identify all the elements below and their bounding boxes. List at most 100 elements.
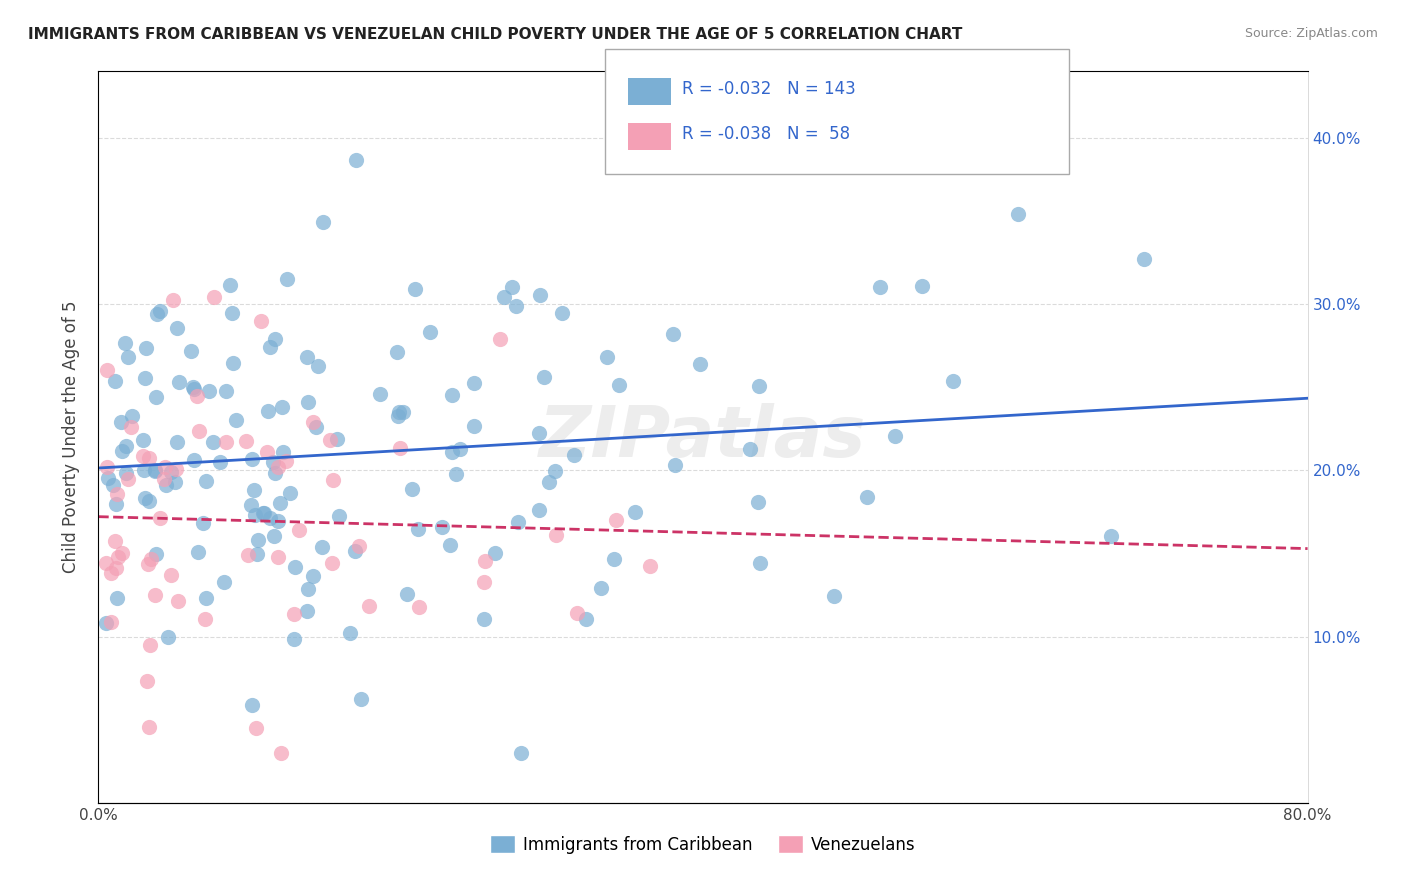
Point — [148, 510, 170, 524]
Point — [624, 505, 647, 519]
Point — [444, 467, 467, 482]
Point — [94, 556, 117, 570]
Point — [134, 491, 156, 505]
Point — [1099, 529, 1122, 543]
Point — [288, 524, 311, 538]
Point — [183, 382, 205, 396]
Text: R = -0.032   N = 143: R = -0.032 N = 143 — [682, 80, 856, 98]
Point — [326, 432, 349, 446]
Point — [104, 497, 127, 511]
Point — [328, 509, 350, 524]
Point — [368, 387, 391, 401]
Text: R = -0.038   N =  58: R = -0.038 N = 58 — [682, 125, 851, 143]
Point — [219, 277, 242, 292]
Point — [388, 405, 411, 419]
Point — [544, 464, 567, 478]
Point — [344, 543, 367, 558]
Point — [166, 321, 188, 335]
Point — [529, 502, 551, 516]
Point — [143, 464, 166, 478]
Point — [463, 376, 485, 390]
Point — [96, 460, 118, 475]
Point — [115, 466, 138, 480]
Point — [321, 556, 343, 570]
Point — [747, 495, 769, 509]
Point — [662, 326, 685, 341]
Point — [145, 391, 167, 405]
Point — [202, 290, 225, 304]
Point — [222, 356, 245, 370]
Point — [155, 478, 177, 492]
Point — [357, 599, 380, 614]
Point — [264, 332, 287, 346]
Point — [167, 375, 190, 389]
Point — [256, 404, 278, 418]
Point — [245, 508, 267, 523]
Point — [221, 305, 243, 319]
Point — [297, 582, 319, 597]
Point — [1133, 252, 1156, 267]
Point — [160, 465, 183, 479]
Point — [388, 441, 411, 455]
Point — [120, 420, 142, 434]
Point — [307, 359, 329, 374]
Point — [262, 455, 284, 469]
Point — [463, 419, 485, 434]
Point — [114, 335, 136, 350]
Point — [250, 314, 273, 328]
Point — [138, 493, 160, 508]
Point — [269, 496, 291, 510]
Point — [96, 363, 118, 377]
Point — [439, 538, 461, 552]
Point — [105, 487, 128, 501]
Point — [449, 442, 471, 457]
Point — [183, 453, 205, 467]
Point — [302, 416, 325, 430]
Point — [121, 409, 143, 424]
Point — [111, 546, 134, 560]
Point — [149, 304, 172, 318]
Point — [544, 528, 567, 542]
Point — [339, 626, 361, 640]
Point — [186, 389, 208, 403]
Point — [97, 471, 120, 485]
Point — [274, 453, 297, 467]
Point — [312, 215, 335, 229]
Point — [533, 370, 555, 384]
Point — [215, 384, 238, 399]
Point — [243, 483, 266, 497]
Point — [283, 632, 305, 647]
Point — [166, 462, 188, 476]
Point — [605, 513, 627, 527]
Point — [297, 604, 319, 618]
Point — [283, 607, 305, 621]
Point — [100, 615, 122, 629]
Point — [263, 528, 285, 542]
Point — [401, 483, 423, 497]
Point — [284, 560, 307, 574]
Point — [1007, 207, 1029, 221]
Point — [110, 444, 132, 458]
Point — [270, 401, 292, 415]
Point — [180, 344, 202, 359]
Point — [638, 559, 661, 574]
Point — [101, 477, 124, 491]
Point — [138, 557, 160, 571]
Point — [509, 746, 531, 760]
Point — [167, 594, 190, 608]
Point — [474, 554, 496, 568]
Point — [105, 591, 128, 606]
Point — [349, 539, 371, 553]
Point — [135, 341, 157, 355]
Point — [209, 455, 232, 469]
Point — [565, 607, 588, 621]
Legend: Immigrants from Caribbean, Venezuelans: Immigrants from Caribbean, Venezuelans — [484, 829, 922, 860]
Point — [181, 379, 204, 393]
Point — [157, 630, 180, 644]
Point — [153, 472, 176, 486]
Point — [537, 475, 560, 489]
Point — [596, 351, 619, 365]
Point — [138, 720, 160, 734]
Point — [136, 673, 159, 688]
Point — [163, 475, 186, 490]
